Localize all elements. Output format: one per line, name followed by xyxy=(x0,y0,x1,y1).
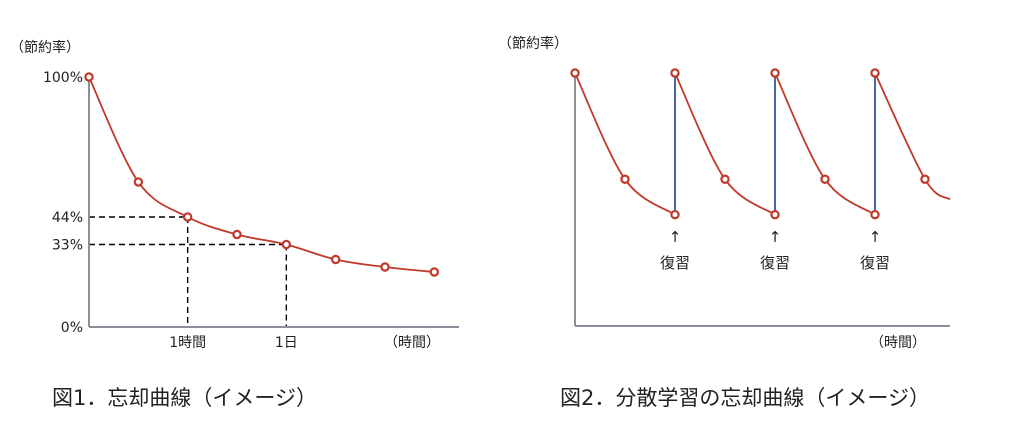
x-axis-label: （時間） xyxy=(384,335,440,351)
data-point-9 xyxy=(870,68,880,78)
figure1-caption: 図1．忘却曲線（イメージ） xyxy=(52,386,317,410)
spaced-learning-chart: ↑ 復習 ↑ 復習 ↑ 復習 （節約率） （時間） xyxy=(498,35,951,351)
curve-segment-1 xyxy=(674,72,776,216)
y-tick-label-1: 44% xyxy=(52,210,83,226)
y-tick-label-2: 33% xyxy=(52,238,83,254)
data-point-1 xyxy=(620,174,630,184)
y-tick-label-3: 0% xyxy=(61,320,83,336)
data-point-2 xyxy=(182,212,193,222)
data-point-3 xyxy=(670,68,680,78)
data-point-3 xyxy=(232,229,242,240)
data-point-7 xyxy=(429,267,440,277)
figure2-caption: 図2．分散学習の忘却曲線（イメージ） xyxy=(560,386,930,410)
data-point-4 xyxy=(720,174,730,184)
x-axis-label: （時間） xyxy=(870,335,926,351)
review-label-0: 復習 xyxy=(660,254,690,272)
data-point-1 xyxy=(133,177,144,187)
curve-segment-3 xyxy=(874,72,951,201)
forgetting-curve-line xyxy=(88,76,435,273)
data-point-0 xyxy=(84,72,94,82)
review-arrow-icon-2: ↑ xyxy=(869,228,882,246)
y-tick-label-0: 100% xyxy=(43,70,83,86)
data-point-0 xyxy=(570,68,580,78)
data-point-10 xyxy=(920,174,930,184)
data-point-5 xyxy=(770,209,780,220)
review-arrow-icon-1: ↑ xyxy=(769,228,782,246)
review-arrow-icon-0: ↑ xyxy=(669,228,682,246)
x-tick-label-0: 1時間 xyxy=(169,335,206,351)
data-point-4 xyxy=(281,239,292,250)
curve-segment-2 xyxy=(774,72,876,216)
forgetting-curve-chart: （節約率） 100% 44% 33% 0% 1時間 1日 （時間） xyxy=(10,39,459,351)
x-tick-label-1: 1日 xyxy=(275,335,298,351)
data-point-2 xyxy=(670,209,680,220)
data-point-5 xyxy=(330,254,341,265)
review-label-2: 復習 xyxy=(860,254,890,272)
data-point-7 xyxy=(820,174,830,184)
data-point-8 xyxy=(870,209,880,220)
data-point-6 xyxy=(380,262,390,272)
y-axis-label: （節約率） xyxy=(498,35,568,52)
data-point-6 xyxy=(770,68,780,78)
y-axis-label: （節約率） xyxy=(10,39,80,56)
curve-segment-0 xyxy=(574,72,676,216)
review-label-1: 復習 xyxy=(760,254,790,272)
